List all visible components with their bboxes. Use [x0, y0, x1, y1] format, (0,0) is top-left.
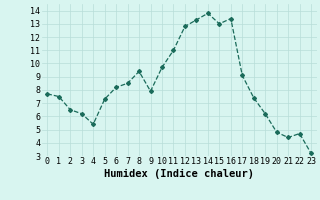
X-axis label: Humidex (Indice chaleur): Humidex (Indice chaleur)	[104, 169, 254, 179]
